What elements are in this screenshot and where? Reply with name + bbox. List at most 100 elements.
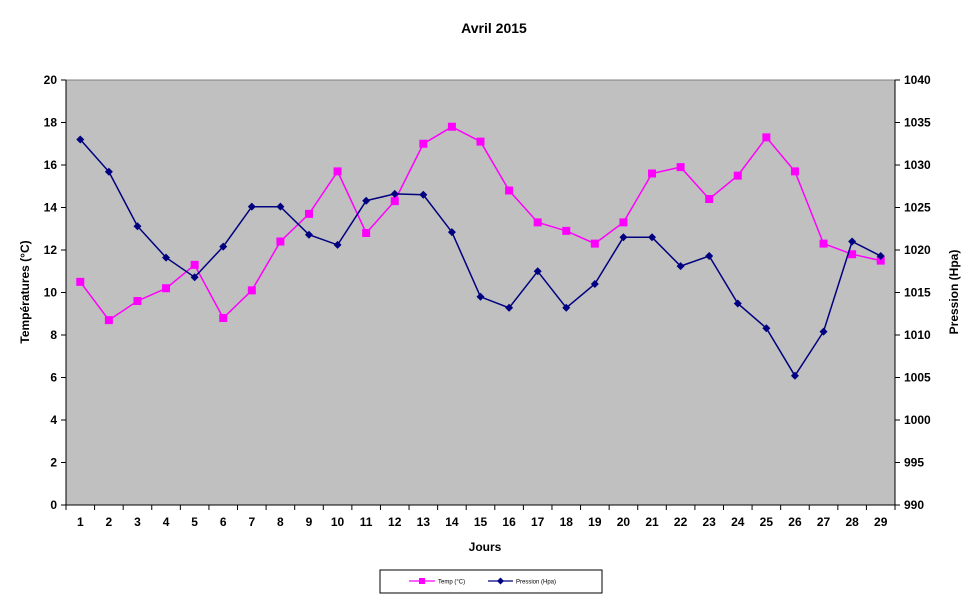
x-tick-label: 15 <box>474 515 488 529</box>
pression-point <box>848 237 857 246</box>
temp-point <box>648 169 657 178</box>
temp-point <box>762 133 771 142</box>
y-right-tick-label: 1035 <box>904 116 931 130</box>
y-axis-right-label: Pression (Hpa) <box>947 250 961 335</box>
pression-point <box>447 228 456 237</box>
pression-point <box>276 202 285 211</box>
y-right-tick-label: 1010 <box>904 328 931 342</box>
pression-point <box>190 273 199 282</box>
temp-point <box>562 226 571 235</box>
x-tick-label: 7 <box>248 515 255 529</box>
temp-point <box>590 239 599 248</box>
temp-point <box>304 209 313 218</box>
pression-point <box>76 135 85 144</box>
temp-point <box>619 218 628 227</box>
x-tick-label: 12 <box>388 515 402 529</box>
x-tick-label: 23 <box>703 515 717 529</box>
x-tick-label: 25 <box>760 515 774 529</box>
y-left-tick-label: 8 <box>50 328 57 342</box>
y-left-tick-label: 6 <box>50 371 57 385</box>
pression-point <box>619 233 628 242</box>
temp-point <box>104 316 113 325</box>
y-left-tick-label: 12 <box>44 243 58 257</box>
temp-point <box>390 197 399 206</box>
pression-point <box>390 189 399 198</box>
x-tick-label: 21 <box>645 515 659 529</box>
temp-point <box>362 229 371 237</box>
x-tick-label: 14 <box>445 515 459 529</box>
temp-point <box>533 218 542 227</box>
pression-point <box>104 167 113 176</box>
chart-title: Avril 2015 <box>461 20 527 36</box>
temp-point <box>190 260 199 269</box>
y-left-tick-label: 10 <box>44 286 58 300</box>
x-tick-label: 16 <box>502 515 516 529</box>
pression-point <box>419 190 428 199</box>
temp-point <box>447 122 456 131</box>
axes: 0246810121416182099099510001005101010151… <box>44 73 931 529</box>
y-right-tick-label: 1020 <box>904 243 931 257</box>
x-tick-label: 2 <box>106 515 113 529</box>
x-tick-label: 9 <box>306 515 313 529</box>
y-right-tick-label: 1025 <box>904 201 931 215</box>
pression-point <box>562 303 571 312</box>
temp-point <box>705 195 714 203</box>
y-right-tick-label: 1030 <box>904 158 931 172</box>
temp-point <box>790 167 799 176</box>
temp-point <box>276 237 285 246</box>
y-left-tick-label: 16 <box>44 158 58 172</box>
x-tick-label: 28 <box>845 515 859 529</box>
x-tick-label: 1 <box>77 515 84 529</box>
y-right-tick-label: 990 <box>904 498 924 512</box>
legend: Temp (°C) Pression (Hpa) <box>379 569 603 594</box>
x-tick-label: 20 <box>617 515 631 529</box>
y-left-tick-label: 20 <box>44 73 58 87</box>
x-tick-label: 3 <box>134 515 141 529</box>
pression-point <box>162 253 171 262</box>
temp-point <box>505 186 514 195</box>
pression-point <box>705 251 714 260</box>
x-tick-label: 4 <box>163 515 170 529</box>
temp-point <box>76 277 85 286</box>
x-tick-label: 27 <box>817 515 831 529</box>
legend-marker-pression <box>497 577 504 585</box>
y-left-tick-label: 14 <box>44 201 58 215</box>
pression-point <box>476 292 485 301</box>
series-layer <box>76 122 885 380</box>
pression-point <box>876 251 885 260</box>
x-axis-label: Jours <box>469 540 502 554</box>
pression-point <box>676 262 685 271</box>
y-left-tick-label: 2 <box>50 456 57 470</box>
pression-point <box>219 242 228 251</box>
legend-label-temp: Temp (°C) <box>438 580 465 586</box>
temp-point <box>247 286 256 295</box>
pression-point <box>362 196 371 205</box>
x-tick-label: 24 <box>731 515 745 529</box>
temp-point <box>876 256 885 265</box>
temp-point <box>162 284 171 293</box>
pression-point <box>819 327 828 336</box>
y-right-tick-label: 1005 <box>904 371 931 385</box>
y-right-tick-label: 995 <box>904 456 924 470</box>
y-right-tick-label: 1015 <box>904 286 931 300</box>
temp-point <box>133 297 142 305</box>
y-left-tick-label: 18 <box>44 116 58 130</box>
temp-point <box>676 163 685 172</box>
temp-point <box>476 137 485 146</box>
pression-point <box>247 202 256 211</box>
x-tick-label: 11 <box>360 515 373 529</box>
x-tick-label: 18 <box>560 515 574 529</box>
temp-point <box>419 139 428 148</box>
pression-point <box>648 233 657 242</box>
y-left-tick-label: 0 <box>50 498 57 512</box>
temp-point <box>733 171 742 180</box>
temp-point <box>219 314 228 322</box>
x-tick-label: 29 <box>874 515 888 529</box>
x-tick-label: 5 <box>191 515 198 529</box>
y-left-tick-label: 4 <box>50 413 57 427</box>
x-tick-label: 22 <box>674 515 688 529</box>
pression-point <box>304 230 313 239</box>
temp-point <box>848 250 857 259</box>
x-tick-label: 13 <box>417 515 431 529</box>
